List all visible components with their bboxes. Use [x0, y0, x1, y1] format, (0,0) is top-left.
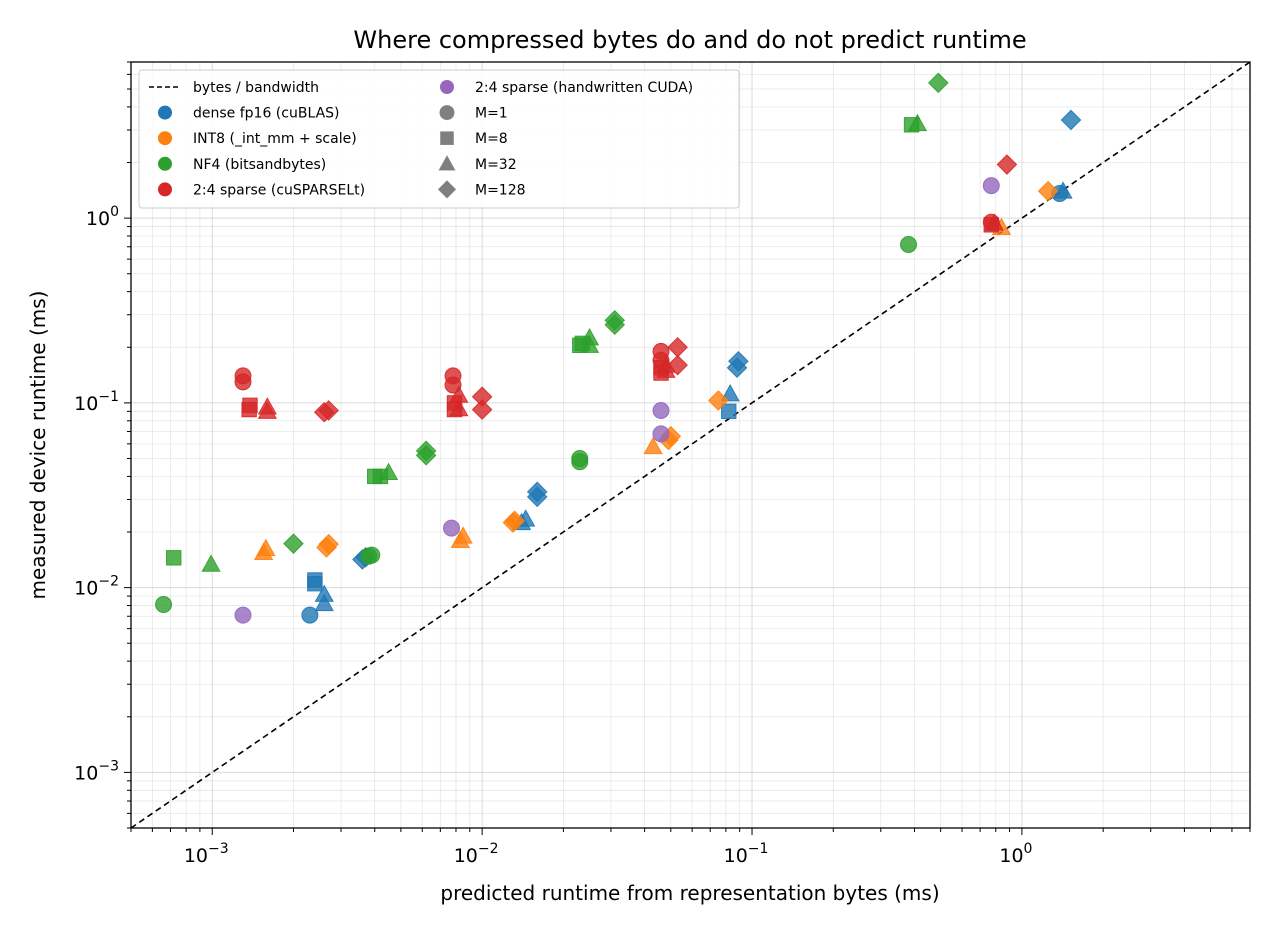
data-point [257, 397, 277, 415]
data-point [982, 177, 1000, 195]
data-point [652, 425, 670, 443]
y-tick-label: 100 [86, 204, 119, 230]
legend-swatch [158, 156, 172, 171]
data-point [234, 606, 252, 624]
data-point [283, 533, 304, 554]
data-point [256, 538, 276, 556]
data-point [571, 449, 589, 467]
data-point [707, 390, 729, 411]
data-point [652, 342, 670, 360]
series-2 [155, 72, 949, 614]
legend-label: 2:4 sparse (handwritten CUDA) [475, 80, 693, 96]
legend-swatch [158, 131, 172, 146]
x-tick-label: 10−1 [724, 841, 769, 867]
data-point [301, 606, 319, 624]
data-point [1053, 181, 1073, 199]
legend-label: M=1 [475, 106, 508, 122]
data-point [604, 309, 626, 331]
x-tick-label: 100 [999, 841, 1032, 867]
data-point [579, 327, 600, 346]
data-point [363, 546, 381, 564]
legend-label: INT8 (_int_mm + scale) [193, 131, 357, 147]
plot-frame [130, 61, 1251, 829]
legend-label: M=128 [475, 182, 526, 198]
data-point [234, 367, 252, 385]
chart-title: Where compressed bytes do and do not pre… [353, 26, 1026, 54]
legend-label: NF4 (bitsandbytes) [193, 157, 326, 173]
data-point [907, 113, 928, 132]
data-point [984, 213, 1004, 231]
legend-box [138, 69, 740, 209]
data-point [471, 386, 493, 408]
data-point [1037, 180, 1059, 202]
data-point [449, 385, 469, 403]
series-4 [234, 177, 1000, 624]
data-point [449, 398, 469, 417]
y-tick-label: 10−2 [74, 574, 119, 600]
legend-label: bytes / bandwidth [193, 80, 319, 96]
data-point [318, 400, 339, 421]
data-point [471, 399, 493, 420]
series-3 [234, 154, 1018, 423]
data-point [667, 354, 688, 376]
x-axis-ticks: 10−3 10−2 10−1 100 [130, 828, 1251, 867]
data-point [242, 397, 258, 414]
data-point [643, 436, 663, 455]
data-point [415, 440, 437, 462]
y-axis-ticks: 10−3 10−2 10−1 100 [74, 61, 131, 829]
legend-swatch [158, 105, 172, 120]
x-axis-label: predicted runtime from representation by… [440, 881, 939, 905]
data-point [318, 533, 339, 555]
data-point [504, 510, 525, 532]
legend-swatch [438, 155, 456, 171]
data-point [652, 401, 670, 419]
data-point [1060, 109, 1082, 131]
y-tick-label: 10−3 [74, 758, 119, 784]
legend-label: M=32 [475, 157, 517, 173]
data-point [378, 462, 399, 481]
data-points [155, 72, 1082, 624]
data-point [526, 481, 548, 503]
legend-swatch [439, 105, 455, 121]
data-point [453, 526, 473, 544]
data-point [444, 367, 462, 385]
legend-label: M=8 [475, 131, 508, 147]
data-point [155, 596, 173, 614]
y-tick-label: 10−1 [74, 389, 119, 415]
data-point [314, 584, 334, 602]
x-tick-label: 10−2 [454, 841, 499, 867]
x-tick-label: 10−3 [184, 841, 229, 867]
data-point [900, 235, 918, 253]
data-point [996, 154, 1018, 175]
legend: bytes / bandwidth dense fp16 (cuBLAS) INT8… [138, 69, 740, 209]
legend-swatch [158, 182, 172, 197]
data-point [201, 554, 221, 572]
legend-label: dense fp16 (cuBLAS) [193, 106, 340, 122]
data-point [667, 336, 688, 358]
data-point [443, 519, 461, 537]
legend-swatch [440, 80, 454, 94]
data-point [166, 550, 182, 566]
y-axis-label: measured device runtime (ms) [26, 291, 50, 600]
legend-label: 2:4 sparse (cuSPARSELt) [193, 182, 365, 198]
data-point [720, 383, 740, 402]
legend-swatch [437, 180, 457, 199]
data-point [314, 593, 334, 612]
data-point [927, 72, 949, 94]
data-point [307, 572, 323, 588]
data-point [721, 403, 737, 420]
legend-swatch [440, 131, 454, 145]
data-point [728, 350, 749, 372]
